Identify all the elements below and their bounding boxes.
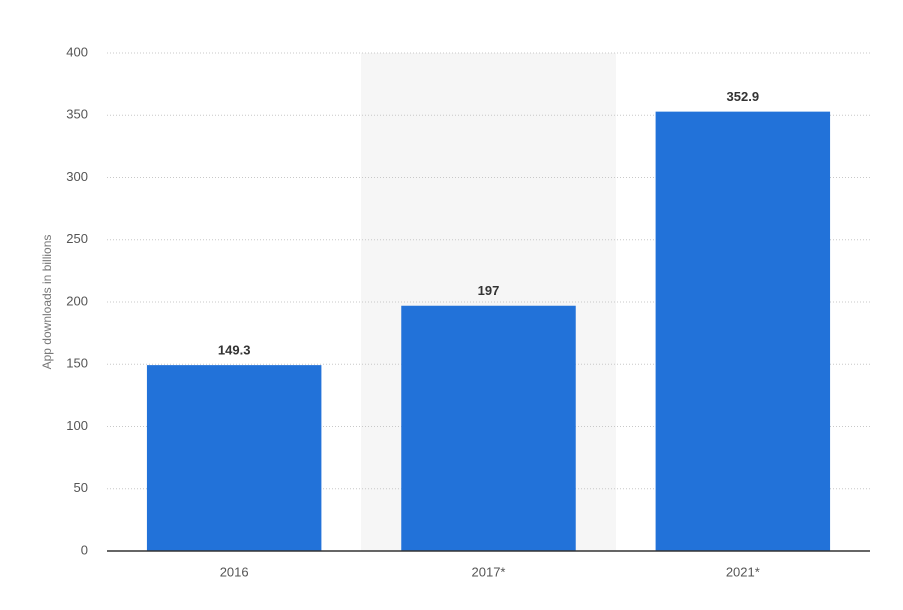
bar	[401, 305, 576, 551]
bar	[146, 365, 322, 551]
y-tick-label: 400	[66, 44, 88, 59]
y-tick-label: 200	[66, 293, 88, 308]
y-tick-label: 0	[81, 542, 88, 557]
y-tick-label: 100	[66, 418, 88, 433]
y-tick-label: 50	[74, 480, 88, 495]
value-label: 197	[478, 283, 500, 298]
value-label: 149.3	[218, 343, 251, 358]
x-tick-label: 2021*	[726, 564, 760, 579]
y-tick-label: 150	[66, 356, 88, 371]
y-tick-label: 350	[66, 107, 88, 122]
y-tick-label: 300	[66, 169, 88, 184]
x-tick-label: 2017*	[472, 564, 506, 579]
value-label: 352.9	[727, 89, 760, 104]
y-axis-label: App downloads in billions	[40, 235, 54, 370]
y-tick-label: 250	[66, 231, 88, 246]
x-tick-label: 2016	[220, 564, 249, 579]
bar	[655, 111, 831, 552]
